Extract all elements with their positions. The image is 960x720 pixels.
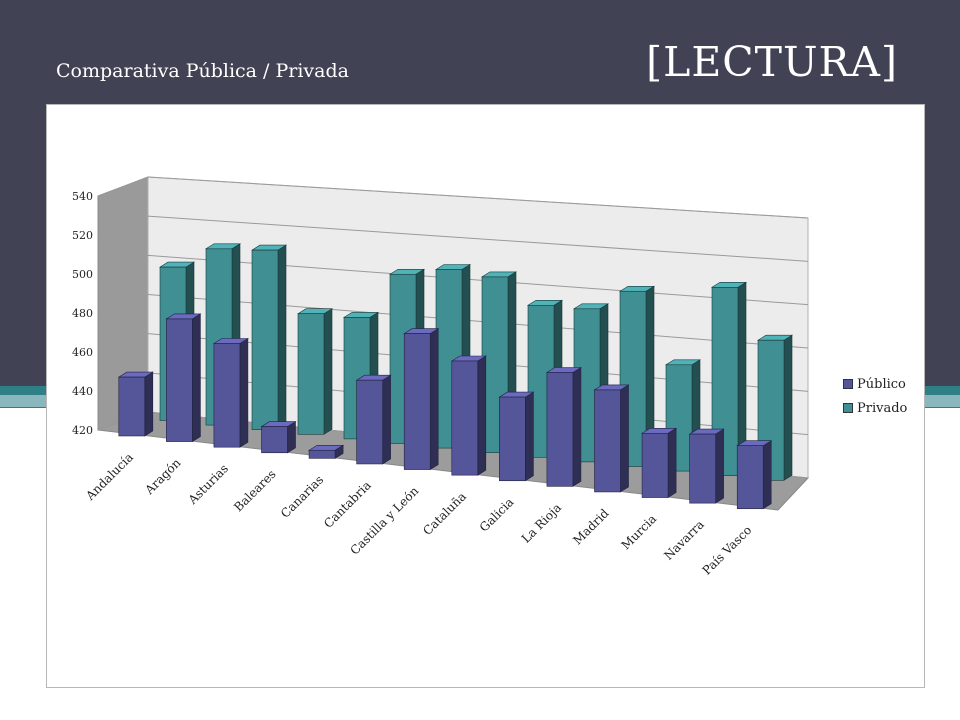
gridline-side	[97, 333, 149, 353]
x-tick-label: Galicia	[477, 495, 517, 535]
gridline-side	[97, 176, 149, 197]
gridline-side	[97, 254, 149, 275]
bar-privado-face	[665, 364, 693, 472]
y-tick-label: 540	[72, 190, 93, 203]
y-tick-label: 440	[72, 385, 93, 398]
bar-publico-face	[451, 360, 479, 476]
bar-publico-side	[572, 366, 582, 487]
bar-publico	[403, 328, 440, 471]
bar-publico-side	[144, 371, 154, 437]
bar-publico-side	[477, 355, 487, 476]
slide-subtitle: Comparativa Pública / Privada	[56, 60, 349, 82]
legend-item-publico: Público	[843, 372, 907, 396]
y-tick-label: 500	[72, 268, 93, 281]
y-tick-label: 460	[72, 346, 93, 359]
gridline-side	[97, 215, 149, 236]
legend-item-privado: Privado	[843, 396, 907, 420]
gridline	[147, 176, 809, 219]
bar-privado	[250, 244, 288, 431]
bar-publico-side	[667, 427, 677, 499]
x-tick-label: Baleares	[231, 467, 278, 514]
bar-publico-side	[429, 328, 439, 471]
x-tick-label: Murcia	[619, 512, 660, 553]
bar-publico	[545, 366, 582, 487]
bar-privado-side	[783, 334, 793, 481]
x-tick-label: Cataluña	[420, 489, 469, 538]
x-tick-label: Andalucía	[83, 450, 136, 503]
bar-publico	[688, 428, 725, 504]
bar-privado-side	[277, 244, 287, 431]
bar-publico-side	[192, 313, 201, 443]
x-tick-label: Canarias	[278, 473, 326, 521]
bar-privado	[664, 359, 702, 472]
bar-privado-side	[323, 308, 333, 435]
x-tick-label: La Rioja	[519, 501, 564, 546]
x-tick-label: Cantabria	[321, 478, 374, 531]
bar-publico	[498, 391, 535, 482]
bar-publico-face	[261, 426, 288, 454]
bar-publico-side	[382, 374, 391, 465]
slide-title: [LECTURA]	[646, 38, 898, 86]
bar-privado-face	[297, 313, 325, 435]
bar-publico	[165, 313, 202, 443]
bar-privado-face	[251, 249, 279, 430]
bar-publico-side	[762, 440, 772, 510]
gridline	[147, 215, 809, 262]
bar-publico-face	[689, 433, 716, 504]
x-tick-label: Madrid	[570, 506, 612, 548]
bar-publico-face	[736, 445, 764, 510]
x-tick-label: Navarra	[661, 517, 706, 562]
bar-publico-face	[118, 376, 146, 437]
x-tick-label: País Vasco	[700, 523, 755, 578]
bar-publico	[736, 440, 773, 510]
bar-publico	[355, 374, 392, 465]
x-tick-label: Aragón	[142, 456, 184, 498]
bar-publico-face	[213, 343, 241, 448]
legend-label-privado: Privado	[857, 400, 908, 416]
bar-publico-face	[166, 318, 193, 442]
bar-publico	[212, 337, 249, 448]
chart-legend: Público Privado	[843, 372, 907, 420]
legend-label-publico: Público	[857, 376, 906, 392]
y-tick-label: 520	[72, 229, 93, 242]
bar-publico-face	[308, 449, 336, 459]
bar-publico	[450, 355, 487, 476]
bar-publico-face	[641, 433, 669, 498]
legend-swatch-privado	[843, 403, 853, 413]
bar-publico-side	[239, 337, 249, 448]
bar-publico-side	[287, 421, 296, 454]
x-tick-label: Asturias	[185, 461, 231, 507]
bar-publico-face	[356, 379, 383, 465]
bar-publico	[593, 384, 630, 493]
bar-publico-face	[546, 372, 574, 487]
y-tick-label: 480	[72, 307, 93, 320]
bar-privado	[296, 308, 334, 435]
gridline-side	[97, 294, 149, 314]
bar-publico	[641, 427, 678, 499]
bar-publico	[260, 421, 297, 454]
bar-publico	[308, 444, 345, 459]
bar-publico-side	[525, 391, 534, 482]
bar-publico-side	[715, 428, 724, 504]
bar-publico-face	[499, 396, 526, 482]
bar-publico-face	[594, 389, 621, 493]
legend-swatch-publico	[843, 379, 853, 389]
bar-publico-face	[403, 333, 431, 470]
y-tick-label: 420	[72, 424, 93, 437]
bar-publico-side	[620, 384, 629, 493]
bar-publico	[117, 371, 154, 437]
